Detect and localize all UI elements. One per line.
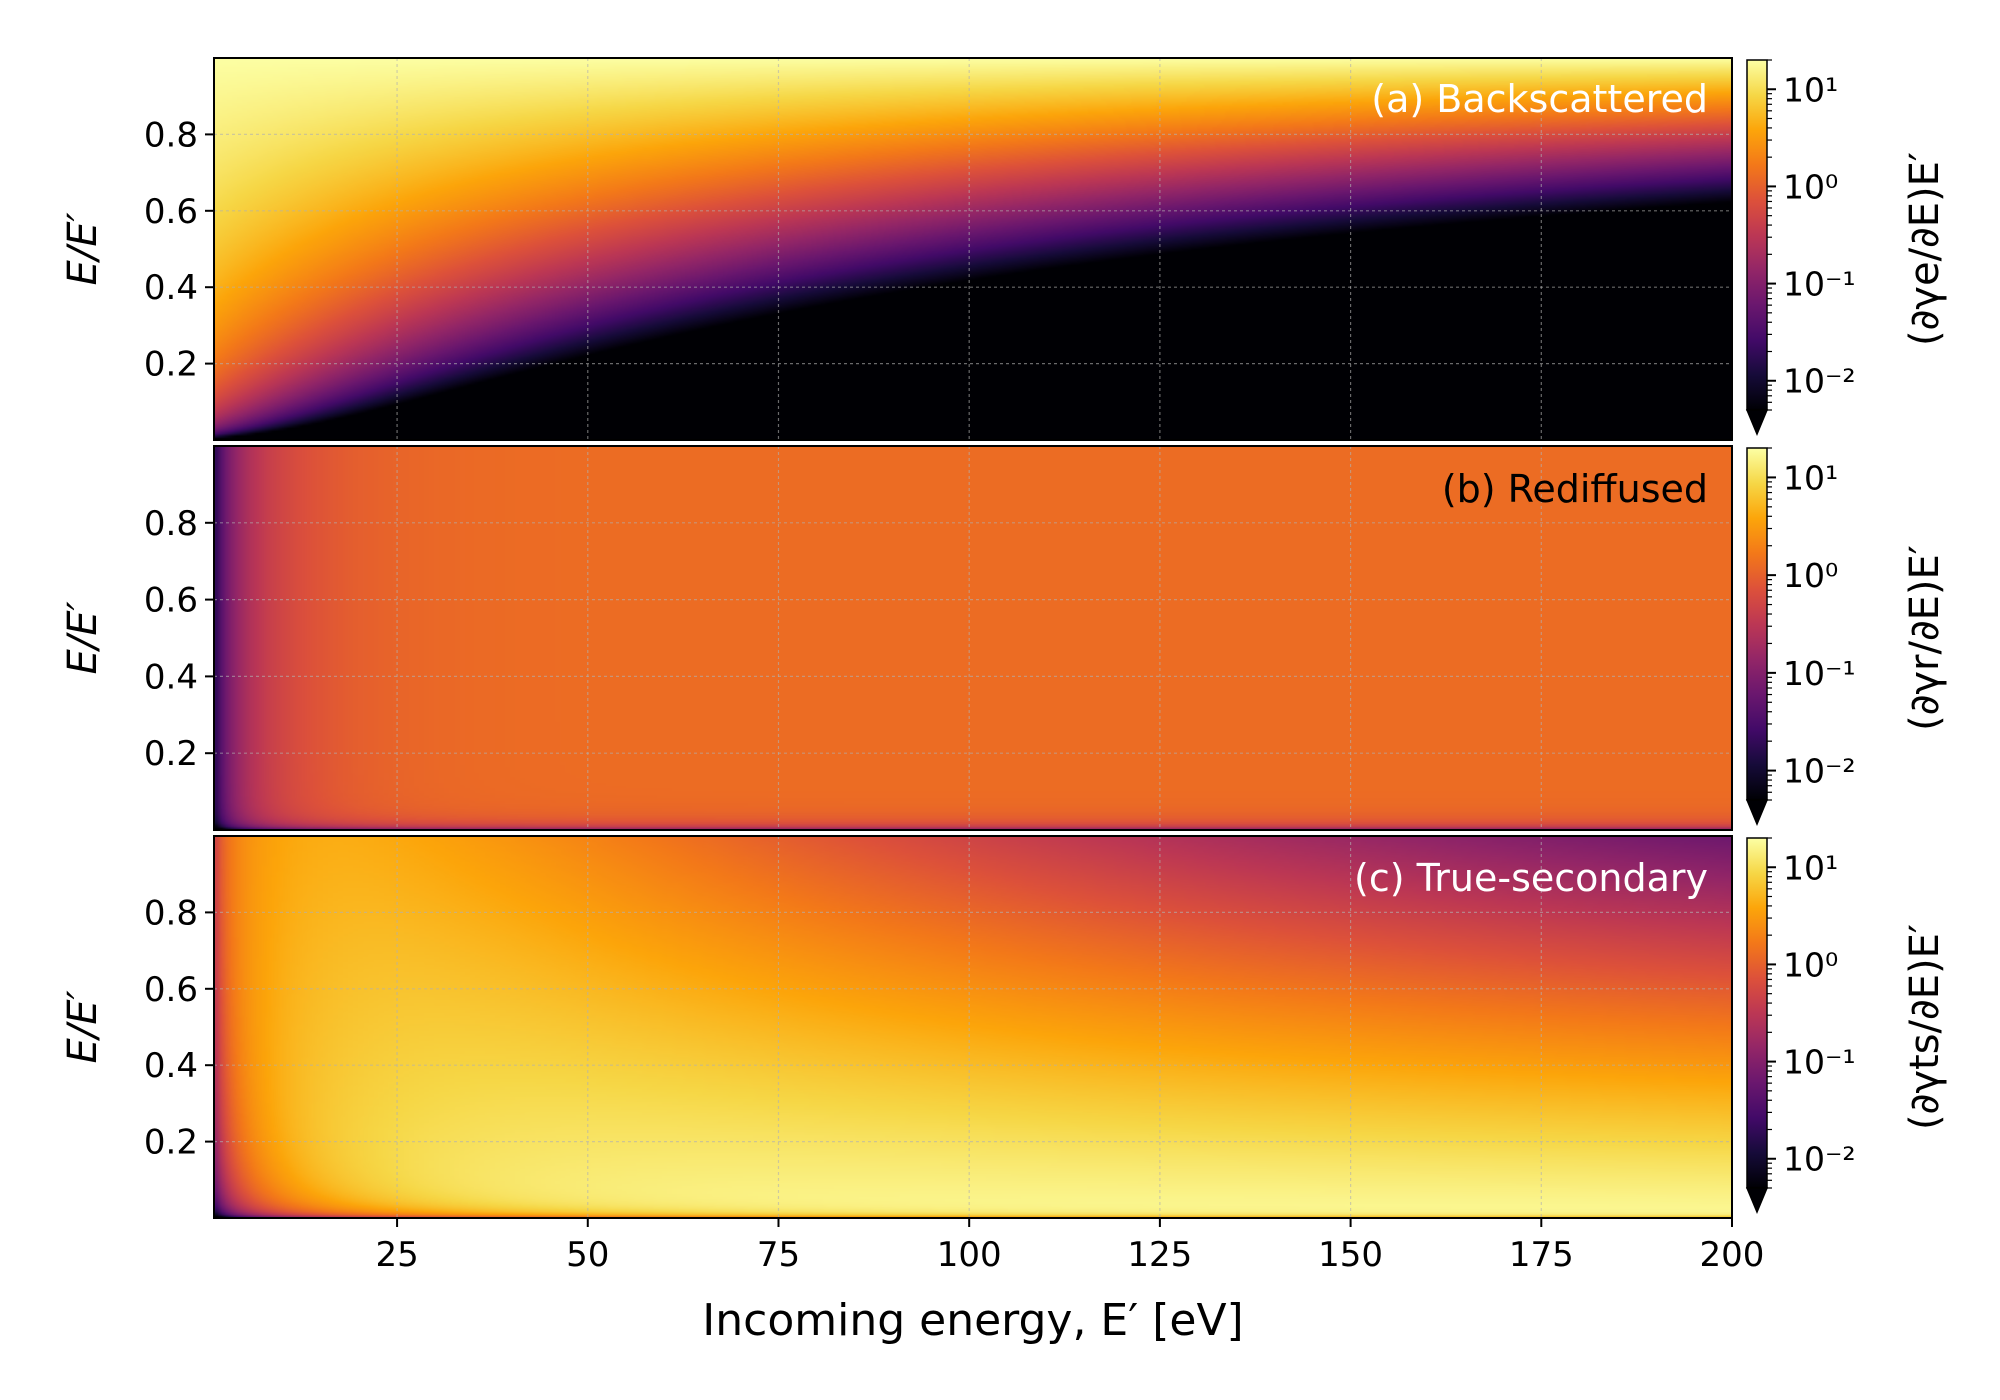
y-tick-label: 0.2 (144, 345, 198, 385)
colorbar-gradient (1746, 837, 1768, 1189)
x-tick-label: 125 (1127, 1235, 1192, 1275)
grid-true-secondary (214, 836, 1733, 1218)
y-tick-label: 0.8 (144, 893, 198, 933)
y-tick-label: 0.8 (144, 504, 198, 544)
panel-label-rediffused: (b) Rediffused (1442, 467, 1708, 511)
y-ticks-rediffused: 0.2 0.4 0.6 0.8 (144, 504, 214, 774)
y-tick-label: 0.6 (144, 192, 198, 232)
heatmap-image (214, 446, 1732, 830)
y-tick-label: 0.4 (144, 1046, 198, 1086)
colorbar-tick-label: 10¹ (1783, 70, 1838, 109)
ylabel-rediffused: E/E′ (60, 601, 106, 674)
y-ticks-true-secondary: 0.2 0.4 0.6 0.8 (144, 893, 214, 1163)
y-tick-label: 0.4 (144, 268, 198, 308)
colorbar-tick-label: 10⁻¹ (1783, 1043, 1856, 1082)
colorbar-label-rediffused: (∂γr/∂E)E′ (1902, 545, 1948, 731)
x-tick-label: 150 (1318, 1235, 1383, 1275)
y-tick-label: 0.6 (144, 581, 198, 621)
colorbar-extend-arrow (1745, 799, 1769, 826)
x-ticks: 25 50 75 100 125 150 175 200 (375, 1218, 1764, 1275)
panel-label-true-secondary: (c) True-secondary (1354, 856, 1708, 900)
colorbar-tick-label: 10¹ (1783, 848, 1838, 887)
x-tick-label: 100 (937, 1235, 1002, 1275)
colorbar-backscattered: 10¹ 10⁰ 10⁻¹ 10⁻² (1745, 59, 1856, 436)
y-tick-label: 0.4 (144, 657, 198, 697)
panel-c: (c) True-secondary 0.2 0.4 0.6 0.8 E/E′ 10¹… (60, 835, 1948, 1219)
colorbar-tick-label: 10¹ (1783, 458, 1838, 497)
colorbar-tick-label: 10⁰ (1783, 556, 1838, 595)
colorbar-tick-label: 10⁻² (1783, 1140, 1856, 1179)
colorbar-true-secondary: 10¹ 10⁰ 10⁻¹ 10⁻² (1745, 837, 1856, 1214)
heatmap-backscattered (214, 58, 1732, 440)
colorbar-rediffused: 10¹ 10⁰ 10⁻¹ 10⁻² (1745, 447, 1856, 826)
x-tick-label: 50 (566, 1235, 609, 1275)
y-ticks-backscattered: 0.2 0.4 0.6 0.8 (144, 115, 214, 385)
colorbar-tick-label: 10⁻¹ (1783, 654, 1856, 693)
heatmap-image (214, 836, 1732, 1218)
colorbar-extend-arrow (1745, 409, 1769, 436)
x-tick-label: 25 (375, 1235, 418, 1275)
y-tick-label: 0.8 (144, 115, 198, 155)
y-tick-label: 0.2 (144, 1123, 198, 1163)
heatmap-rediffused (214, 446, 1732, 830)
colorbar-label-backscattered: (∂γe/∂E)E′ (1902, 152, 1948, 346)
x-axis-label: Incoming energy, E′ [eV] (702, 1295, 1243, 1346)
colorbar-gradient (1746, 447, 1768, 801)
ylabel-true-secondary: E/E′ (60, 990, 106, 1063)
axes-frame-rediffused (213, 445, 1733, 831)
colorbar-label-true-secondary: (∂γts/∂E)E′ (1902, 924, 1948, 1130)
panel-label-backscattered: (a) Backscattered (1371, 77, 1708, 121)
colorbar-tick-label: 10⁻¹ (1783, 265, 1856, 304)
colorbar-tick-label: 10⁰ (1783, 945, 1838, 984)
heatmap-image (214, 58, 1732, 440)
x-tick-label: 75 (757, 1235, 800, 1275)
x-tick-label: 175 (1509, 1235, 1574, 1275)
colorbar-tick-label: 10⁻² (1783, 362, 1856, 401)
axes-frame-backscattered (213, 57, 1733, 441)
x-tick-label: 200 (1700, 1235, 1765, 1275)
colorbar-gradient (1746, 59, 1768, 411)
ylabel-backscattered: E/E′ (60, 212, 106, 285)
y-tick-label: 0.6 (144, 970, 198, 1010)
axes-frame-true-secondary (213, 835, 1733, 1219)
colorbar-tick-label: 10⁰ (1783, 167, 1838, 206)
panel-b: (b) Rediffused 0.20.40.60.8 E/E′ 10¹10⁰1… (60, 445, 1948, 831)
colorbar-extend-arrow (1745, 1187, 1769, 1214)
heatmap-true-secondary (214, 836, 1732, 1218)
colorbar-tick-label: 10⁻² (1783, 752, 1856, 791)
y-tick-label: 0.2 (144, 734, 198, 774)
panel-a: (a) Backscattered 0.20.40.60.8 E/E′ 10¹1… (60, 57, 1948, 441)
